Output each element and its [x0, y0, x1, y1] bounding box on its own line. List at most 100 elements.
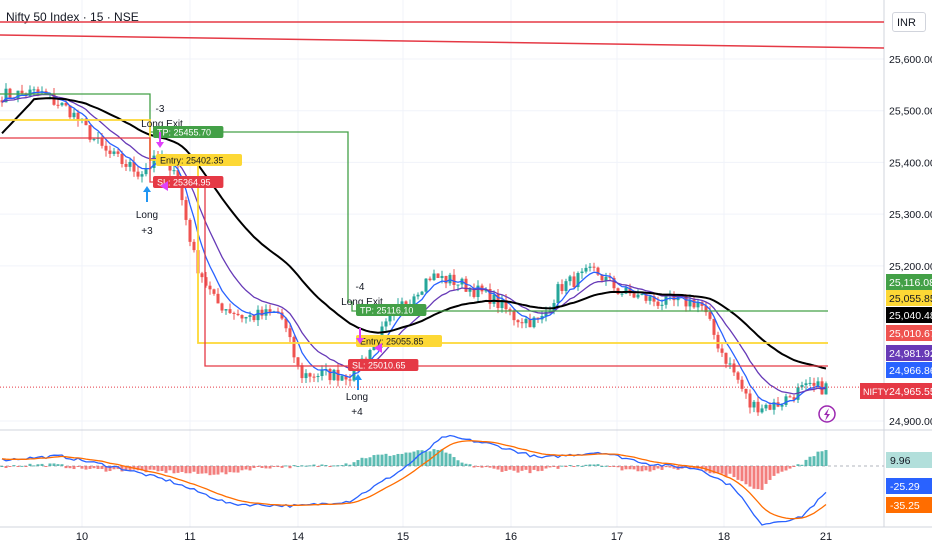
candle-body: [704, 305, 708, 313]
macd-hist-bar: [368, 457, 372, 466]
macd-hist-bar: [148, 466, 152, 470]
candle-body: [440, 275, 444, 279]
candle-body: [588, 266, 592, 268]
candle-body: [112, 151, 116, 154]
macd-hist-bar: [212, 466, 216, 475]
macd-hist-bar: [16, 466, 20, 467]
candle-body: [400, 301, 404, 305]
candle-body: [504, 300, 508, 310]
candle-body: [724, 352, 728, 364]
macd-hist-bar: [632, 466, 636, 470]
candle-body: [584, 267, 588, 272]
candle-body: [412, 296, 416, 304]
candle-body: [468, 288, 472, 292]
candle-body: [784, 396, 788, 405]
time-tick-label: 16: [505, 531, 517, 543]
macd-hist-bar: [772, 466, 776, 476]
macd-hist-bar: [356, 460, 360, 466]
macd-hist-bar: [532, 466, 536, 470]
macd-hist-bar: [96, 466, 100, 469]
macd-hist-bar: [172, 466, 176, 474]
macd-hist-bar: [752, 466, 756, 489]
macd-hist-bar: [144, 466, 148, 473]
macd-hist-bar: [672, 466, 676, 469]
macd-hist-bar: [348, 464, 352, 466]
signal-arrow-icon: [356, 328, 364, 344]
macd-hist-bar: [716, 466, 720, 473]
macd-hist-bar: [448, 453, 452, 466]
macd-hist-bar: [152, 466, 156, 470]
candle-body: [560, 284, 564, 292]
sl-tag: SL: 25010.65: [348, 359, 419, 371]
macd-hist-bar: [36, 464, 40, 466]
macd-hist-bar: [360, 457, 364, 466]
candle-body: [592, 266, 596, 268]
candle-body: [436, 273, 440, 279]
candle-body: [712, 318, 716, 335]
macd-hist-bar: [540, 466, 544, 471]
candle-body: [476, 285, 480, 297]
candle-body: [600, 274, 604, 281]
macd-hist-bar: [4, 466, 8, 468]
sl-tag-box: [153, 176, 224, 188]
candle-body: [344, 375, 348, 380]
lightning-icon-bolt: [824, 408, 830, 421]
candle-body: [72, 112, 76, 118]
macd-hist-bar: [688, 466, 692, 470]
macd-hist-bar: [248, 466, 252, 471]
macd-pane: 9.96 -25.29 -35.25: [0, 434, 932, 526]
price-label-value: 25,010.67: [889, 328, 932, 340]
candle-body: [332, 369, 336, 381]
candle-body: [532, 317, 536, 328]
candle-body: [528, 318, 532, 328]
price-tick-label: 25,400.00: [889, 157, 932, 169]
time-tick-label: 14: [292, 531, 304, 543]
macd-hist-bar: [40, 463, 44, 466]
candle-body: [336, 369, 340, 381]
exit-marker-icon: [374, 343, 382, 353]
candle-body: [308, 373, 312, 377]
exit-marker-icon: [160, 181, 168, 191]
macd-hist-bar: [656, 466, 660, 469]
candle-body: [772, 402, 776, 410]
macd-hist-bar: [372, 455, 376, 466]
macd-hist-bar: [496, 466, 500, 470]
currency-button[interactable]: INR: [892, 12, 926, 32]
macd-label-value: 9.96: [890, 455, 911, 467]
macd-hist-bar: [592, 464, 596, 466]
candle-body: [764, 404, 768, 409]
macd-hist-bar: [584, 464, 588, 466]
candle-body: [228, 309, 232, 313]
candle-body: [608, 276, 612, 278]
candle-body: [180, 180, 184, 201]
signal-arrow-icon: [156, 132, 164, 148]
candle-body: [4, 88, 8, 103]
candle-body: [520, 322, 524, 324]
time-tick-label: 11: [184, 531, 195, 543]
macd-hist-bar: [548, 466, 552, 468]
candle-body: [136, 171, 140, 177]
lightning-icon-ring: [818, 405, 836, 423]
candle-body: [312, 376, 316, 378]
macd-hist-bar: [164, 466, 168, 473]
macd-hist-bar: [44, 466, 48, 467]
candle-body: [0, 100, 4, 103]
tp-tag: TP: 25116.10: [356, 304, 427, 316]
ema-fast-line: [1, 91, 827, 406]
candle-body: [384, 321, 388, 327]
candle-body: [172, 170, 176, 172]
candle-body: [568, 276, 572, 282]
macd-hist-bar: [480, 466, 484, 468]
candle-body: [236, 313, 240, 316]
macd-hist-bar: [216, 466, 220, 475]
macd-histogram: [0, 449, 828, 490]
macd-hist-bar: [436, 449, 440, 466]
price-label-value: 24,981.92: [889, 348, 932, 360]
macd-hist-bar: [136, 466, 140, 471]
macd-hist-bar: [208, 466, 212, 476]
macd-hist-bar: [404, 452, 408, 466]
macd-hist-bar: [524, 466, 528, 470]
candle-body: [748, 393, 752, 408]
macd-hist-bar: [292, 465, 296, 467]
